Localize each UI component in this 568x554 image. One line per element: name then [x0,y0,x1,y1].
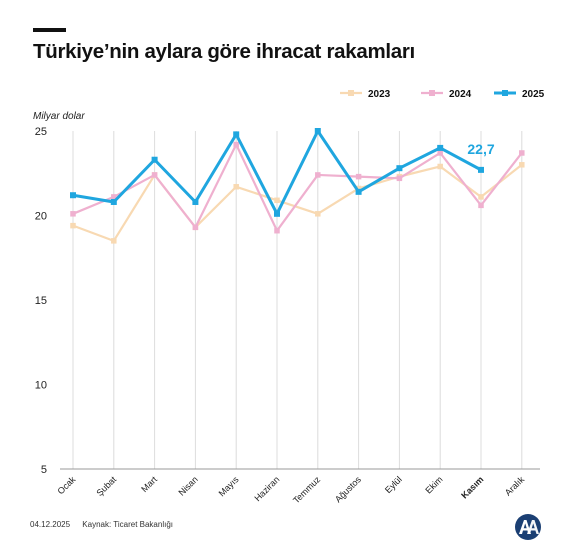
data-point-2023 [233,184,239,190]
footer-source: Kaynak: Ticaret Bakanlığı [82,520,173,529]
data-point-2023 [111,238,117,244]
data-point-2024 [355,173,362,180]
data-point-2025 [396,165,403,172]
legend-label-2023: 2023 [368,89,391,100]
data-point-2025 [274,210,280,217]
x-tick-label: Mayıs [217,474,241,498]
data-point-2024 [274,227,280,234]
data-point-2025 [355,188,362,195]
y-tick-label: 15 [35,295,47,307]
y-tick-label: 5 [41,464,47,476]
data-point-2025 [437,144,444,151]
data-point-2025 [70,192,76,199]
y-tick-label: 20 [35,211,47,223]
data-point-2023 [437,163,443,170]
data-point-2025 [192,198,199,205]
x-tick-label: Haziran [252,474,281,503]
x-tick-label: Temmuz [291,474,322,505]
title-rule [33,28,66,32]
legend-label-2024: 2024 [449,89,472,100]
data-point-2025 [110,198,117,205]
aa-logo-icon [513,512,543,547]
legend-label-2025: 2025 [522,89,545,100]
data-point-2024 [70,211,76,217]
x-tick-label: Ekim [423,474,444,495]
data-point-2024 [519,150,525,156]
data-point-2025 [151,156,158,163]
footer-date: 04.12.2025 [30,520,71,529]
data-point-2024 [192,224,199,231]
x-tick-label: Ağustos [333,474,363,504]
annotation-label: 22,7 [467,141,494,157]
y-tick-label: 25 [35,126,47,138]
y-axis-label: Milyar dolar [33,111,85,122]
x-tick-label: Nisan [176,474,199,497]
data-point-2023 [355,185,362,192]
legend-marker-2025 [502,90,508,96]
x-tick-label: Eylül [383,474,404,495]
data-point-2023 [519,162,525,168]
data-point-2024 [478,202,484,209]
x-tick-label: Ocak [55,474,77,496]
series-line-2023 [72,163,523,242]
data-point-2024 [396,175,403,182]
series-line-2024 [72,143,523,232]
data-point-2025 [233,131,240,138]
footer: 04.12.2025 Kaynak: Ticaret Bakanlığı [30,520,173,529]
data-point-2024 [437,150,443,156]
data-point-2023 [315,211,321,217]
x-tick-label: Aralık [503,474,527,498]
data-point-2024 [315,172,321,178]
data-point-2023 [70,222,76,229]
x-tick-label: Mart [139,474,159,494]
x-tick-label: Kasım [459,474,485,500]
page-title: Türkiye’nin aylara göre ihracat rakamlar… [33,40,415,63]
data-point-2023 [478,194,484,200]
data-point-2024 [151,172,158,178]
x-tick-label: Şubat [95,474,119,498]
data-point-2024 [233,141,239,148]
y-tick-label: 10 [35,380,47,392]
legend-marker-2023 [348,90,354,96]
legend-marker-2024 [429,90,435,96]
data-point-2025 [478,166,484,173]
data-point-2024 [111,194,117,200]
data-point-2023 [274,197,280,204]
data-point-2025 [314,128,321,134]
